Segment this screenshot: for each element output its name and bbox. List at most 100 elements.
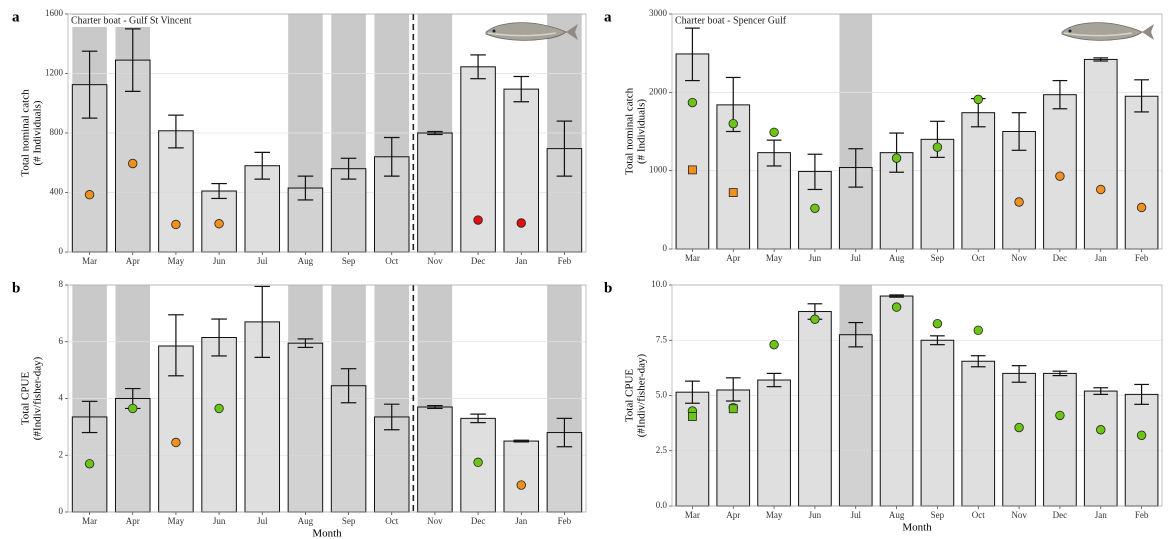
point: [473, 457, 483, 468]
point: [932, 142, 943, 152]
x-tick-label: Jan: [515, 256, 527, 266]
bar: [158, 130, 194, 253]
point-square: [688, 412, 697, 421]
x-tick-label: Apr: [726, 253, 740, 263]
x-tick-label: Jun: [809, 510, 822, 520]
bar: [757, 379, 791, 507]
point-square: [688, 165, 697, 175]
x-tick-label: Oct: [385, 516, 398, 526]
y-tick-label: 2000: [649, 86, 668, 96]
bar: [1002, 131, 1036, 250]
panel-title: Charter boat - Spencer Gulf: [675, 15, 787, 26]
x-tick-label: Aug: [298, 256, 314, 266]
bar: [1083, 58, 1118, 250]
y-tick-label: 7.5: [656, 334, 668, 344]
x-tick-label: Nov: [1011, 510, 1027, 520]
x-tick-label: Jun: [213, 256, 226, 266]
point: [973, 325, 983, 336]
bar: [961, 360, 996, 507]
x-tick-label: Apr: [126, 256, 140, 266]
point: [891, 302, 902, 312]
x-tick-label: Jun: [213, 516, 226, 526]
plot-frame: [67, 284, 587, 513]
y-tick-label: 6: [59, 336, 64, 346]
x-tick-label: Jun: [809, 253, 822, 263]
y-axis-label: Total CPUE: [624, 369, 636, 423]
point: [473, 215, 483, 225]
title-bg: [69, 15, 219, 27]
bar: [201, 336, 237, 513]
plot-frame: [671, 284, 1163, 507]
bar: [244, 165, 281, 253]
x-tick-label: Jul: [257, 256, 268, 266]
x-tick-label: Sep: [931, 253, 945, 263]
y-axis-label: (#Indiv/fisher-day): [32, 356, 44, 440]
bar: [879, 295, 914, 507]
x-tick-label: Dec: [1053, 253, 1068, 263]
x-tick-label: Jan: [1095, 510, 1107, 520]
point: [973, 94, 983, 105]
x-tick-label: Feb: [1135, 253, 1149, 263]
x-tick-label: Jan: [1095, 253, 1107, 263]
x-tick-label: Dec: [471, 516, 486, 526]
bar: [417, 132, 453, 253]
point: [1096, 425, 1106, 435]
point: [1136, 430, 1147, 440]
point: [810, 203, 820, 213]
point-square: [728, 404, 738, 414]
x-tick-label: Mar: [685, 253, 700, 263]
x-tick-label: May: [168, 256, 185, 266]
bar: [373, 416, 410, 513]
y-axis-label: (# Individuals): [32, 100, 44, 165]
x-tick-label: Mar: [82, 256, 97, 266]
point: [1055, 410, 1065, 421]
bar: [1002, 372, 1036, 507]
x-tick-label: Feb: [558, 256, 572, 266]
bar: [503, 440, 540, 513]
point: [84, 190, 95, 200]
x-tick-label: Nov: [427, 256, 443, 266]
y-tick-label: 8: [59, 279, 64, 289]
x-tick-label: Jan: [515, 516, 527, 526]
y-tick-label: 2: [59, 449, 64, 459]
x-tick-label: Oct: [972, 253, 985, 263]
x-tick-label: Mar: [82, 516, 97, 526]
y-tick-label: 10.0: [651, 279, 667, 289]
point: [128, 403, 138, 414]
plot-background: [672, 14, 1162, 249]
x-tick-label: Oct: [972, 510, 985, 520]
x-axis-label: Month: [902, 522, 932, 534]
point: [516, 218, 526, 228]
y-tick-label: 1000: [649, 165, 668, 175]
y-tick-label: 0: [59, 506, 64, 516]
x-tick-label: Jul: [850, 510, 861, 520]
bar: [838, 334, 873, 507]
bar: [1043, 372, 1077, 507]
y-tick-label: 0: [59, 246, 64, 256]
bar: [798, 311, 832, 507]
bar: [920, 339, 955, 507]
point-square: [728, 188, 738, 198]
point: [687, 97, 698, 108]
point: [84, 459, 95, 469]
x-tick-label: Aug: [889, 510, 905, 520]
bar: [330, 168, 367, 253]
point: [728, 118, 738, 129]
panel-label: a: [604, 9, 612, 25]
bar: [961, 112, 996, 250]
x-tick-label: Nov: [427, 516, 443, 526]
y-axis-label: Total nominal catch: [624, 87, 636, 175]
point: [214, 403, 224, 414]
y-axis-label: (# Individuals): [636, 99, 648, 164]
point: [769, 339, 779, 350]
x-tick-label: May: [766, 253, 783, 263]
point: [769, 127, 779, 137]
bar: [1124, 95, 1159, 250]
x-tick-label: Apr: [726, 510, 740, 520]
panel-title: Charter boat - Gulf St Vincent: [71, 15, 192, 26]
bar: [114, 59, 151, 253]
y-tick-label: 2.5: [656, 445, 668, 455]
x-tick-label: Feb: [558, 516, 572, 526]
point: [171, 437, 181, 448]
